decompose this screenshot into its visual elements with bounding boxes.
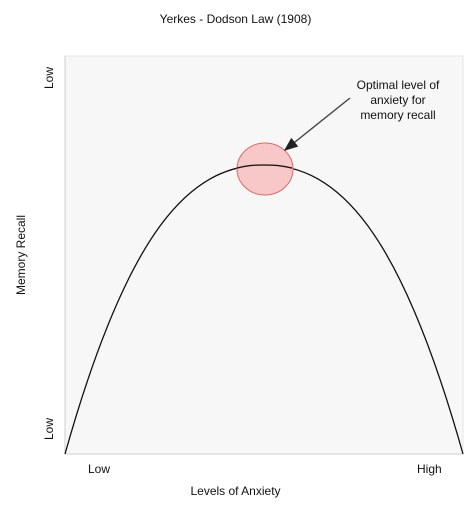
optimal-point-highlight (236, 142, 294, 196)
diagram-title: Yerkes - Dodson Law (1908) (159, 12, 312, 26)
annotation-text: Optimal level of anxiety for memory reca… (340, 78, 456, 123)
annotation-line-2: anxiety for (370, 93, 426, 107)
annotation-line-1: Optimal level of (356, 78, 440, 92)
plot-area (64, 55, 464, 455)
y-axis-top-label: Low (42, 66, 57, 90)
annotation-arrow (283, 97, 351, 151)
x-axis-right-label: High (417, 462, 442, 476)
y-axis-bottom-label: Low (42, 417, 57, 441)
x-axis-title: Levels of Anxiety (190, 484, 281, 498)
annotation-line-3: memory recall (360, 108, 436, 122)
y-axis-title: Memory Recall (14, 215, 28, 296)
x-axis-left-label: Low (88, 462, 111, 476)
curve-overlay (236, 164, 293, 169)
